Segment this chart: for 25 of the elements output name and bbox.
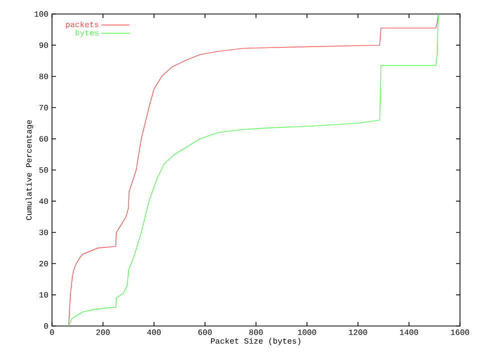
y-tick-label: 20 <box>39 260 48 266</box>
x-axis-title: Packet Size (bytes) <box>211 338 300 346</box>
x-tick-label: 400 <box>147 330 161 335</box>
y-tick-label: 70 <box>39 104 48 110</box>
y-tick-label: 50 <box>39 167 48 173</box>
y-tick-label: 60 <box>39 136 48 142</box>
x-tick-label: 0 <box>50 330 54 335</box>
y-tick-label: 0 <box>44 323 48 329</box>
x-tick-label: 600 <box>198 330 212 335</box>
y-axis-title: Cumulative Percentage <box>26 120 34 220</box>
legend-label: bytes <box>76 30 98 38</box>
y-tick-label: 90 <box>39 42 48 48</box>
y-tick-label: 30 <box>39 230 48 236</box>
x-tick-label: 1200 <box>348 330 368 335</box>
y-tick-label: 100 <box>34 11 48 17</box>
x-tick-label: 1400 <box>400 330 418 335</box>
y-tick-label: 10 <box>39 292 48 298</box>
line-series <box>68 14 439 326</box>
y-tick-label: 80 <box>39 74 48 80</box>
legend-label: packets <box>66 21 98 29</box>
x-tick-label: 1600 <box>450 330 470 335</box>
x-tick-label: 200 <box>96 330 110 335</box>
x-tick-label: 800 <box>249 330 263 335</box>
x-tick-label: 1000 <box>298 330 316 335</box>
y-tick-label: 40 <box>39 198 48 204</box>
